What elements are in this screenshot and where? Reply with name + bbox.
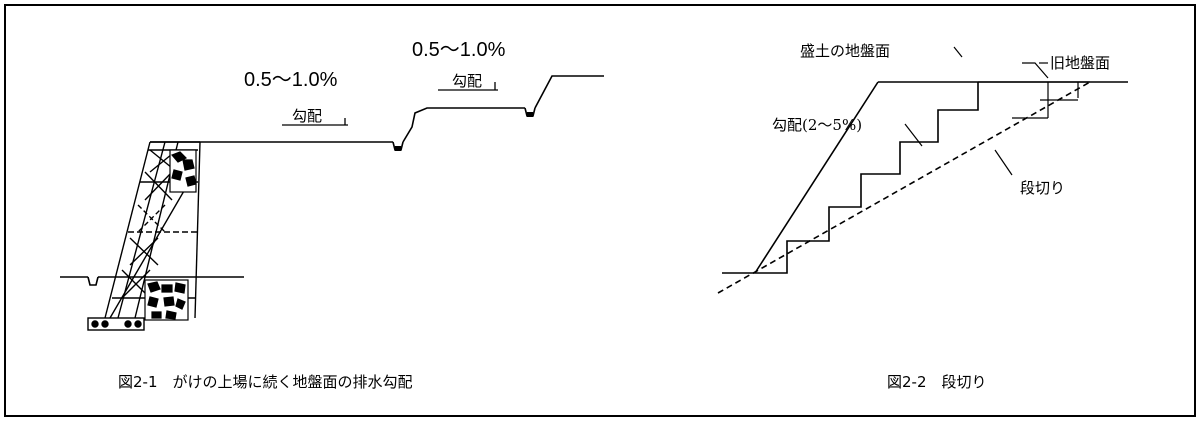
fig2-benching-label: 段切り [1020, 179, 1065, 197]
fig1-gutter-high [527, 112, 533, 117]
fig1-footing [87, 317, 145, 331]
fig2-old-surface-label: 旧地盤面 [1050, 54, 1110, 72]
fig1-slope-low-label: 勾配 [292, 107, 322, 125]
fig2-leaders [904, 46, 1049, 176]
fig1-lower-ground [60, 276, 244, 286]
fig1-grade-low-label: 0.5～1.0% [244, 69, 338, 91]
fig2-caption: 図2-2 段切り [887, 373, 987, 391]
fig2-steps [722, 82, 979, 274]
fig1-slope-high-label: 勾配 [452, 72, 482, 90]
fig1-grade-high-label: 0.5～1.0% [412, 39, 506, 61]
fig1-slope-marks [282, 82, 498, 126]
figure-frame [4, 4, 1196, 417]
fig1-stone-fill [144, 149, 197, 321]
fig2-original-ground [717, 81, 1091, 294]
fig2-slope-label: 勾配(2～5%) [772, 116, 862, 134]
fig1-ground-profile [150, 75, 604, 151]
fig2-fill-surface-label: 盛土の地盤面 [800, 42, 890, 60]
fig1-gutter-low [395, 146, 401, 151]
fig1-caption: 図2-1 がけの上場に続く地盤面の排水勾配 [118, 373, 413, 391]
